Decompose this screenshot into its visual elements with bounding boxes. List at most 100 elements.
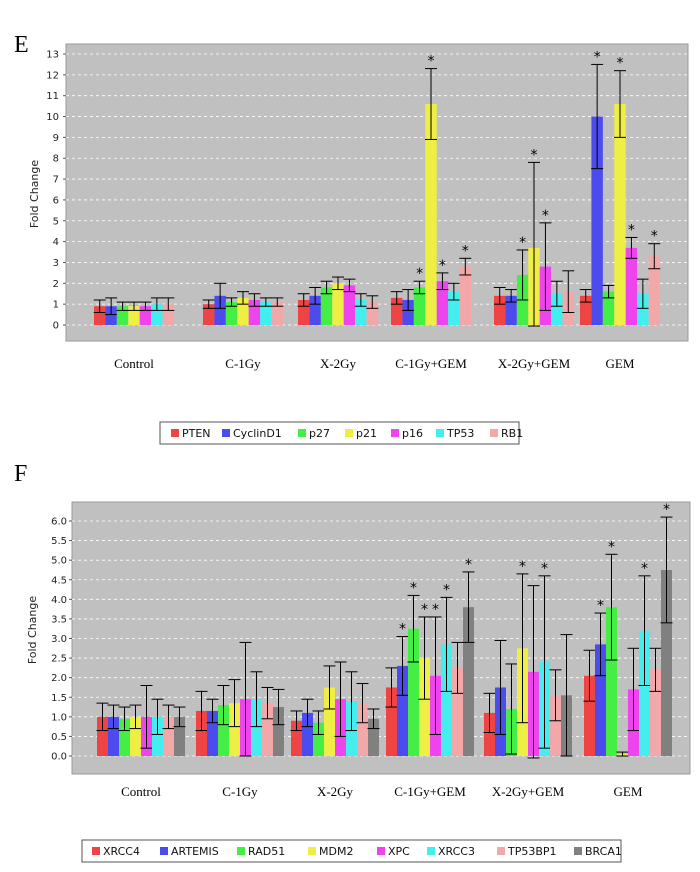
y-tick-label: 4.5 [51, 575, 67, 586]
bar [271, 302, 283, 325]
bar [94, 306, 106, 325]
bar [625, 247, 638, 325]
bar [614, 104, 626, 326]
x-category-label: X-2Gy+GEM [492, 784, 565, 799]
y-tick-label: 1 [53, 300, 59, 311]
bar [174, 716, 185, 756]
legend: PTEN CyclinD1 p27 p21 p16 TP53 RB1 [159, 421, 523, 445]
y-tick-label: 2.5 [51, 654, 67, 665]
bar [128, 306, 140, 325]
legend-entry: TP53BP1 [507, 845, 557, 858]
y-tick-label: 6.0 [51, 517, 67, 528]
bar [355, 299, 367, 325]
y-tick-label: 0.5 [51, 732, 67, 743]
bar [218, 705, 229, 756]
legend-swatch [92, 847, 100, 855]
bar [408, 628, 419, 756]
bar [448, 291, 460, 325]
bar [105, 306, 117, 325]
legend-entry: XRCC3 [438, 845, 475, 858]
bar [550, 695, 561, 756]
legend-box [159, 421, 520, 445]
bar [309, 295, 321, 325]
significance-marker: * [597, 598, 604, 614]
y-tick-label: 4 [53, 237, 59, 248]
bar [484, 712, 495, 756]
bar [650, 669, 661, 756]
bar [584, 675, 595, 756]
bar [225, 302, 238, 325]
y-tick-label: 2.0 [51, 673, 67, 684]
legend-swatch [391, 429, 399, 437]
y-tick-label: 0 [53, 321, 59, 332]
significance-marker: * [410, 580, 417, 596]
bar [116, 306, 129, 325]
bar [397, 665, 408, 756]
y-tick-label: 5.0 [51, 556, 67, 567]
x-category-label: Control [114, 356, 154, 371]
y-tick-label: 12 [46, 70, 59, 81]
y-tick-label: 3 [53, 258, 59, 269]
bar [108, 716, 119, 756]
legend-swatch [436, 429, 444, 437]
significance-marker: * [443, 582, 450, 598]
bar [441, 644, 452, 756]
plot-area [65, 43, 689, 342]
bar [302, 712, 313, 756]
significance-marker: * [617, 56, 624, 72]
x-category-label: X-2Gy [317, 784, 354, 799]
x-category-label: C-1Gy [225, 356, 261, 371]
bar [402, 299, 414, 325]
bar [648, 256, 660, 325]
bar [291, 720, 302, 756]
bar [386, 687, 397, 756]
y-tick-label: 2 [53, 279, 59, 290]
bar [320, 287, 333, 325]
legend-swatch [427, 847, 435, 855]
y-tick-label: 5.5 [51, 536, 67, 547]
legend-entry: XRCC4 [103, 845, 140, 858]
panel-label: F [14, 461, 27, 487]
bar [273, 707, 284, 756]
significance-marker: * [428, 54, 435, 70]
bar [639, 630, 650, 756]
legend-entry: p27 [309, 427, 330, 440]
bar [505, 295, 517, 325]
bar [151, 304, 163, 325]
bar [343, 285, 356, 325]
y-tick-label: 1.5 [51, 693, 67, 704]
legend-swatch [490, 429, 498, 437]
legend-entry: XPC [388, 845, 410, 858]
legend-swatch [574, 847, 582, 855]
significance-marker: * [541, 561, 548, 577]
y-tick-label: 9 [53, 133, 59, 144]
bar [425, 104, 437, 326]
legend-swatch [237, 847, 245, 855]
y-tick-label: 6 [53, 195, 59, 206]
x-category-label: X-2Gy+GEM [498, 356, 571, 371]
significance-marker: * [594, 49, 601, 65]
y-tick-label: 7 [53, 175, 59, 186]
legend: XRCC4 ARTEMIS RAD51 MDM2 XPC XRCC3 TP53BP1 BRCA… [81, 839, 622, 863]
bar [298, 299, 310, 325]
bar [152, 716, 163, 756]
legend-entry: p16 [402, 427, 423, 440]
bar [551, 293, 563, 325]
bar [139, 306, 152, 325]
legend-swatch [497, 847, 505, 855]
bar [463, 607, 474, 756]
y-axis-label: Fold Change [26, 596, 39, 665]
bar [494, 295, 506, 325]
bar [580, 295, 592, 325]
bar [661, 569, 672, 756]
legend-entry: MDM2 [319, 845, 353, 858]
legend-entry: ARTEMIS [171, 845, 219, 858]
significance-marker: * [439, 258, 446, 274]
significance-marker: * [399, 622, 406, 638]
y-tick-label: 3.0 [51, 634, 67, 645]
bar [452, 667, 463, 756]
bar [262, 703, 273, 756]
bar [203, 304, 215, 325]
bar [248, 299, 261, 325]
legend-entry: RB1 [501, 427, 523, 440]
